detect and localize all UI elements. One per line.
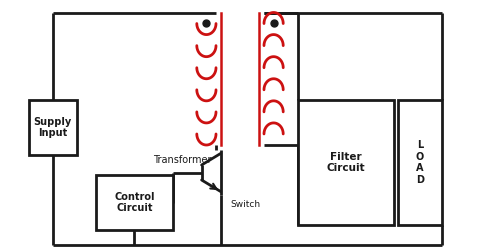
Text: Supply
Input: Supply Input [34,117,72,138]
Bar [298,100,394,225]
Bar [398,100,442,225]
Text: Control
Circuit: Control Circuit [114,192,155,213]
Text: Filter
Circuit: Filter Circuit [326,152,365,173]
Text: Transformer: Transformer [153,155,212,165]
Bar [29,100,77,155]
Text: Switch: Switch [230,200,261,209]
Bar [96,175,173,230]
Text: L
O
A
D: L O A D [416,140,424,185]
